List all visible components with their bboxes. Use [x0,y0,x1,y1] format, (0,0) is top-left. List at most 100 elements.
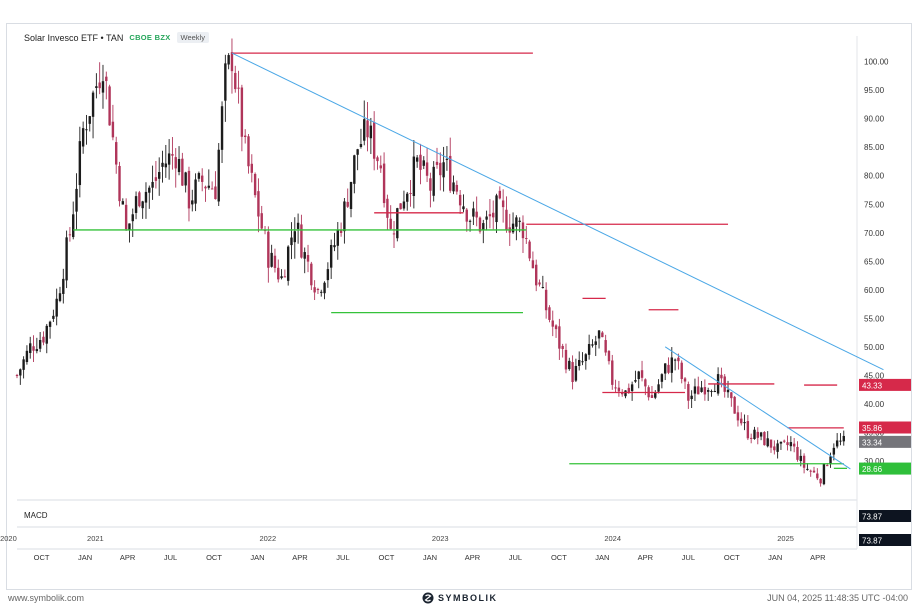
candle-body-29 [111,121,115,138]
candle-body-229 [773,446,776,451]
candle-body-173 [587,344,591,355]
timestamp: JUN 04, 2025 11:48:35 UTC -04:00 [767,593,908,603]
candle-body-38 [141,201,144,209]
candle-body-167 [568,360,571,370]
price-badge-3: 28.66 [862,465,883,474]
candle-body-178 [604,340,607,353]
candle-body-156 [531,260,535,269]
y-tick-label-6: 70.00 [864,229,885,238]
candle-body-104 [359,144,363,147]
candle-body-46 [167,153,171,165]
candle-body-147 [501,200,505,208]
candle-body-241 [812,470,816,473]
candle-body-211 [713,390,716,392]
candle-body-51 [184,172,187,186]
candle-body-144 [492,212,495,218]
y-tick-label-11: 45.00 [864,371,885,380]
month-label-0: OCT [34,553,50,562]
candle-body-110 [379,165,382,169]
candle-body-225 [759,432,763,437]
candle-body-73 [257,191,260,217]
candle-body-199 [673,359,677,361]
candle-body-198 [670,357,674,373]
month-label-4: OCT [206,553,222,562]
y-tick-label-2: 90.00 [864,115,885,124]
candle-body-21 [85,129,88,131]
candle-body-148 [505,209,508,231]
month-label-3: JUL [164,553,177,562]
candle-body-117 [402,201,406,209]
month-label-5: JAN [250,553,264,562]
candle-body-109 [376,157,379,162]
candle-body-174 [591,344,594,346]
timeframe-badge[interactable]: Weekly [176,32,209,43]
candle-body-8 [42,336,45,343]
candle-body-171 [581,361,584,363]
candle-body-196 [663,363,667,374]
candle-body-116 [399,203,402,210]
candle-body-84 [293,231,296,243]
price-badge-2: 33.34 [862,438,883,447]
candle-body-95 [329,245,333,268]
candle-body-40 [148,187,151,193]
candle-body-71 [250,163,254,173]
candle-body-68 [240,87,244,137]
candle-body-247 [832,447,836,455]
candle-body-56 [200,175,204,182]
candle-body-3 [25,350,29,363]
candle-body-233 [786,442,789,446]
candle-body-125 [429,178,432,191]
price-chart[interactable]: 100.00 95.00 90.00 85.00 80.00 75.00 70.00 65.0… [0,0,916,590]
candle-body-1 [19,369,22,376]
chart-title: Solar Invesco ETF • TAN [24,32,124,43]
candle-body-44 [161,162,164,167]
candle-body-239 [806,468,809,470]
candle-body-249 [839,440,842,442]
candle-body-134 [458,194,462,206]
candle-body-139 [475,211,478,218]
candle-body-82 [286,246,290,281]
candle-body-98 [339,229,343,233]
candle-body-179 [607,350,611,362]
month-label-16: OCT [724,553,740,562]
candle-body-133 [455,184,459,192]
footer: www.symbolik.com SYMBOLIK JUN 04, 2025 1… [0,590,916,611]
candle-body-226 [763,432,766,446]
candle-body-135 [462,206,465,210]
candle-body-245 [826,465,829,467]
candle-body-231 [779,441,783,444]
candle-body-113 [389,218,392,229]
candle-body-4 [29,343,32,354]
candle-body-91 [316,289,320,291]
candle-body-59 [210,188,214,190]
candle-body-232 [783,440,786,442]
candle-body-238 [802,455,806,468]
candle-body-102 [353,155,356,184]
candle-body-219 [740,418,743,424]
candle-body-235 [792,443,796,447]
candle-body-234 [789,442,793,447]
candle-body-206 [697,386,700,395]
candle-body-77 [270,252,273,267]
candle-body-88 [306,255,310,262]
candle-body-42 [154,177,158,181]
y-tick-label-8: 60.00 [864,286,885,295]
candle-body-155 [528,241,531,259]
candle-body-58 [207,185,211,188]
candle-body-39 [144,191,148,203]
candle-body-165 [561,345,564,349]
exchange-badge: CBOE BZX [129,33,171,42]
candle-body-14 [62,278,65,294]
site-url[interactable]: www.symbolik.com [8,593,85,603]
candle-body-202 [683,378,687,382]
candle-body-115 [396,208,399,239]
month-label-6: APR [292,553,308,562]
candle-body-24 [95,86,98,88]
y-tick-label-9: 55.00 [864,314,885,323]
y-tick-label-4: 80.00 [864,172,885,181]
candle-body-158 [538,282,541,285]
candle-body-65 [230,52,234,72]
candle-body-175 [594,341,597,345]
candle-body-108 [372,122,376,159]
brand-name: SYMBOLIK [438,593,498,603]
